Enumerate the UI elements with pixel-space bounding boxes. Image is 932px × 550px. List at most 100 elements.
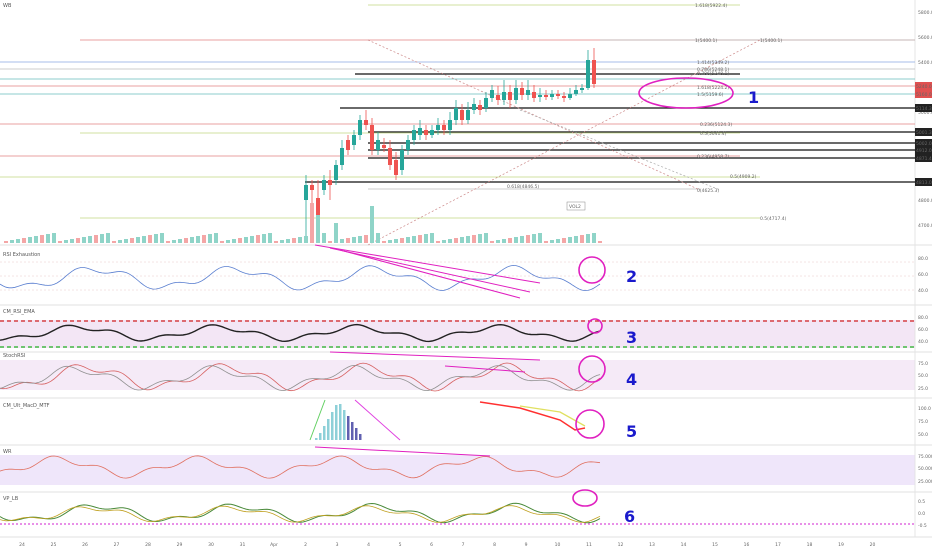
candle-body [412, 130, 416, 140]
volume-bar [202, 235, 206, 243]
time-axis-label: 11 [586, 542, 592, 548]
annotation-number-6: 6 [624, 507, 635, 526]
volume-bar [436, 241, 440, 243]
volume-bar [334, 223, 338, 243]
annotation-number-2: 2 [626, 267, 637, 286]
volume-bar [94, 235, 98, 243]
candle-body [316, 198, 320, 215]
macd-histogram-bar [335, 405, 338, 440]
price-tag: 4912.0 [916, 148, 932, 154]
vol-tag-box [566, 201, 586, 211]
volume-bar [298, 237, 302, 243]
price-tag-box [915, 154, 932, 162]
volume-bar [424, 234, 428, 243]
volume-bar [292, 238, 296, 243]
candle-body [490, 90, 494, 98]
volume-bar [418, 235, 422, 243]
divergence-line [339, 249, 521, 299]
indicator-axis-label: 80.0 [918, 256, 928, 262]
indicator-axis-label: 75.000 [918, 454, 932, 460]
fib-trendline [367, 39, 701, 191]
candle-body [526, 90, 530, 95]
volume-bar [112, 241, 116, 243]
volume-bar [466, 236, 470, 243]
candle-body [562, 96, 566, 98]
price-tag-box [915, 90, 932, 98]
candle-body [538, 95, 542, 97]
volume-bar [58, 241, 62, 243]
time-axis-label: 24 [19, 542, 25, 548]
candle-body [478, 105, 482, 110]
time-axis-label: Apr [270, 542, 278, 548]
volume-bar [76, 238, 80, 243]
volume-bar [520, 236, 524, 243]
indicator-axis-label: 0.0 [918, 511, 925, 517]
volume-bar [352, 237, 356, 243]
time-axis-label: 6 [430, 542, 433, 548]
macd-histogram-bar [343, 410, 346, 440]
candle-body [556, 94, 560, 96]
fib-label: 0.618(4846.5) [507, 184, 539, 190]
candle-body [544, 95, 548, 97]
volume-bar [82, 237, 86, 243]
indicator-axis-label: 0.5 [918, 499, 925, 505]
volume-bar [580, 235, 584, 243]
highlight-circle [575, 409, 605, 439]
volume-bar [400, 238, 404, 243]
volume-bar [190, 237, 194, 243]
candle-body [532, 92, 536, 98]
wr-band [0, 455, 915, 485]
time-axis-label: 2 [304, 542, 307, 548]
volume-bar [64, 240, 68, 243]
candle-body [364, 120, 368, 125]
divergence-line [314, 244, 541, 284]
time-axis-label: 8 [493, 542, 496, 548]
highlight-circle [578, 256, 606, 284]
time-axis-label: 27 [114, 542, 120, 548]
indicator-axis-label: 75.0 [918, 361, 928, 367]
candle-body [400, 150, 404, 170]
time-axis-label: 25 [51, 542, 57, 548]
time-axis-label: 31 [240, 542, 246, 548]
candle-body [550, 94, 554, 97]
time-axis-label: 18 [807, 542, 813, 548]
candle-body [502, 92, 506, 100]
vol-tag: VOL2 [569, 204, 581, 210]
candle-body [322, 180, 326, 190]
candle-body [448, 120, 452, 130]
volume-bar [490, 241, 494, 243]
volume-bar [406, 237, 410, 243]
volume-bar [244, 237, 248, 243]
candle-body [568, 94, 572, 98]
annotation-number-5: 5 [626, 422, 637, 441]
time-axis-label: 10 [555, 542, 561, 548]
indicator-axis-label: 80.0 [918, 315, 928, 321]
indicator-axis-label: 25.000 [918, 479, 932, 485]
time-axis-label: 15 [712, 542, 718, 548]
divergence-line [329, 351, 541, 361]
fib-label: 0.786(5248.1) [697, 67, 729, 73]
volume-bar [448, 239, 452, 243]
price-axis-label: 5400.0 [918, 60, 932, 66]
volume-bar [496, 240, 500, 243]
volume-bar [166, 241, 170, 243]
volume-bar [286, 239, 290, 243]
volume-bar [412, 236, 416, 243]
candle-body [460, 110, 464, 120]
candle-body [406, 140, 410, 150]
volume-bar [256, 235, 260, 243]
volume-bar [454, 238, 458, 243]
volume-bar [160, 233, 164, 243]
candle-body [328, 180, 332, 185]
volume-bar [226, 240, 230, 243]
indicator-axis-label: 40.0 [918, 339, 928, 345]
macd-histogram-bar [327, 419, 330, 440]
volume-bar [514, 237, 518, 243]
volume-bar [550, 240, 554, 243]
fib-label: 0.236(5124.3) [700, 122, 732, 128]
volume-bar [556, 239, 560, 243]
macd-line [354, 399, 401, 441]
indicator-axis-label: 100.0 [918, 406, 931, 412]
time-axis-label: 14 [681, 542, 687, 548]
